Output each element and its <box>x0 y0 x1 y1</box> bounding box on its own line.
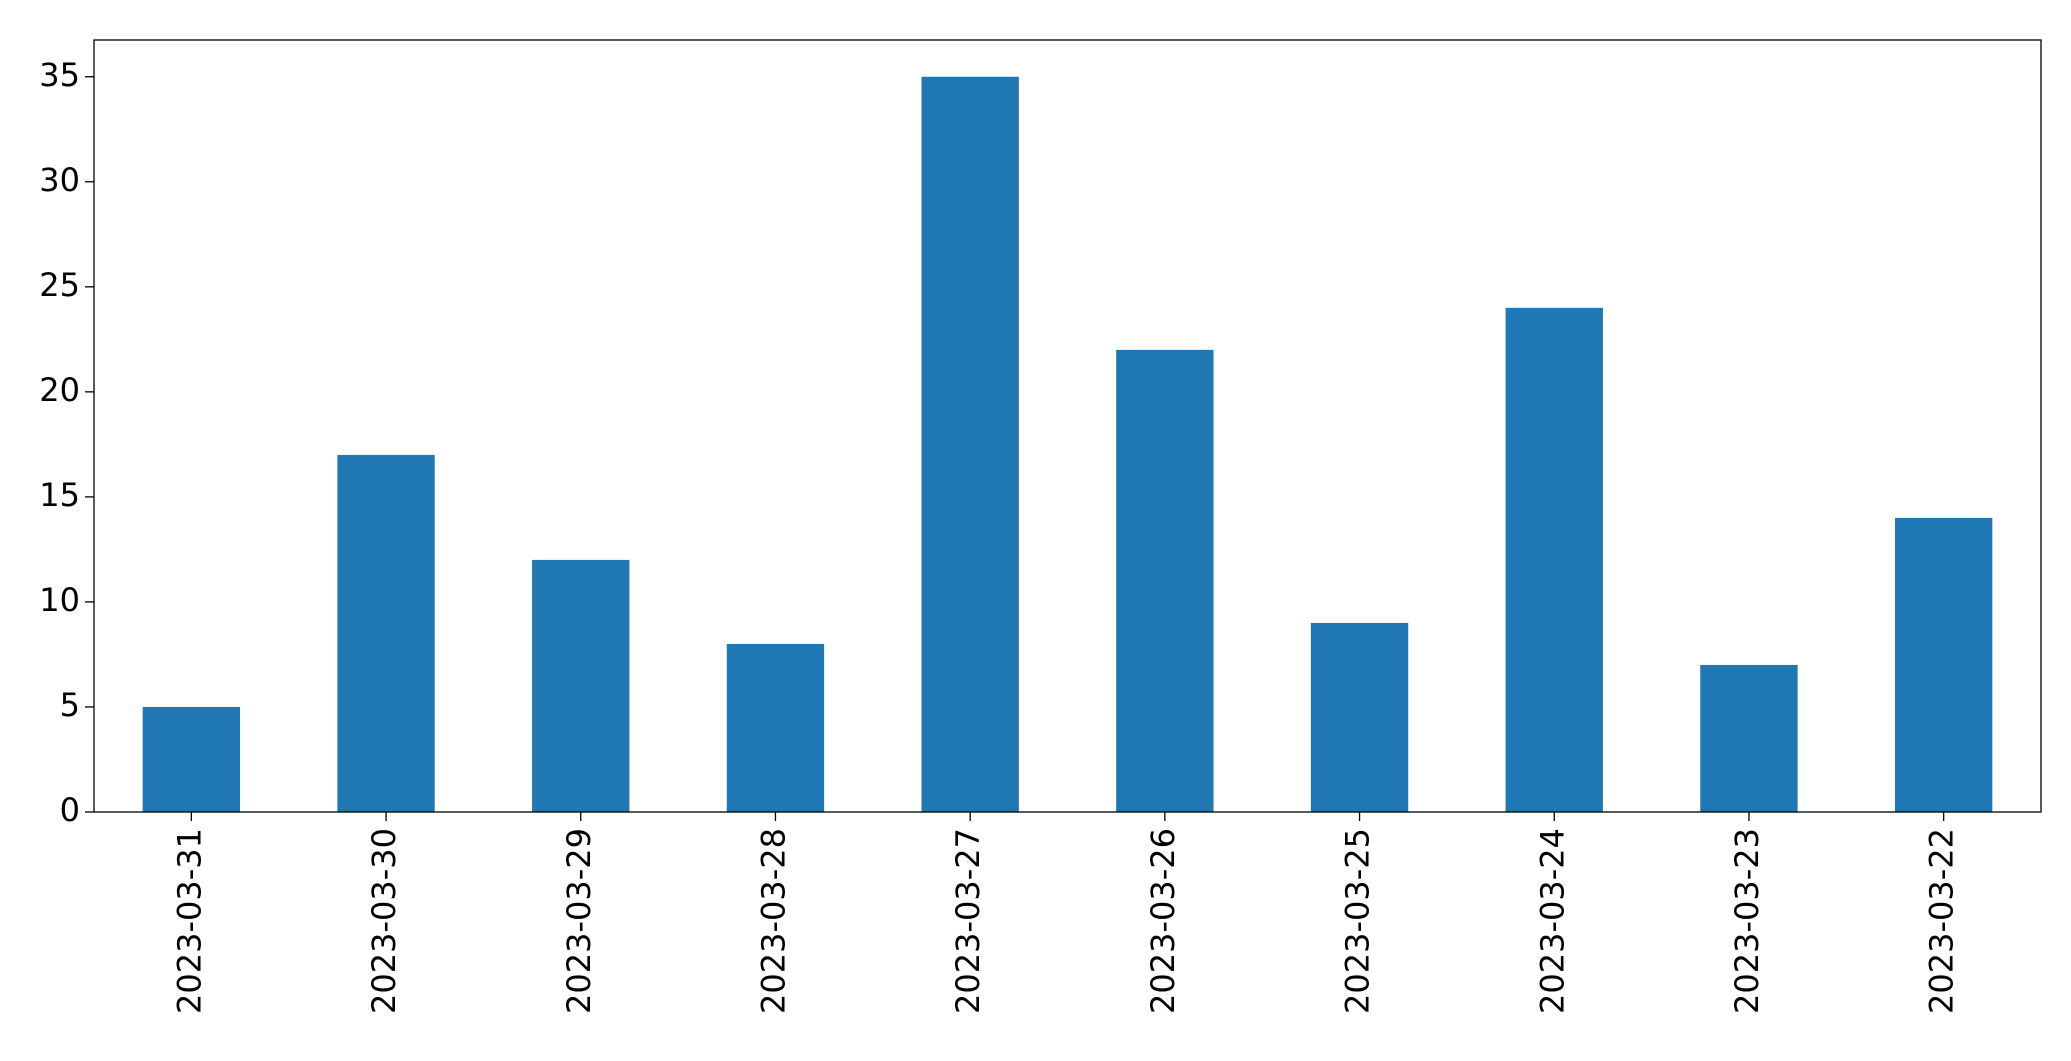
y-tick-label: 30 <box>39 161 80 199</box>
bar <box>1700 664 1798 812</box>
x-tick-label: 2023-03-26 <box>1144 828 1182 1014</box>
x-tick-label: 2023-03-27 <box>949 828 987 1014</box>
y-tick-label: 0 <box>60 791 80 829</box>
bar <box>1310 622 1409 812</box>
bar <box>337 454 435 812</box>
y-tick-label: 10 <box>39 581 80 619</box>
y-tick-label: 15 <box>39 476 80 514</box>
x-tick-label: 2023-03-30 <box>365 828 403 1014</box>
y-tick-label: 35 <box>39 56 80 94</box>
y-tick-label: 25 <box>39 266 80 304</box>
y-tick-label: 5 <box>60 686 80 724</box>
x-tick-label: 2023-03-25 <box>1339 828 1377 1014</box>
bar <box>142 706 241 812</box>
y-tick-label: 20 <box>39 371 80 409</box>
bar <box>1894 517 1993 812</box>
bar <box>726 643 825 812</box>
x-tick-label: 2023-03-31 <box>170 828 208 1014</box>
bar <box>1505 307 1603 812</box>
bar <box>532 559 630 812</box>
x-tick-label: 2023-03-29 <box>560 828 598 1014</box>
plot-frame <box>93 39 2042 813</box>
bar <box>1116 349 1214 812</box>
bar <box>921 76 1019 812</box>
x-tick-label: 2023-03-24 <box>1533 828 1571 1014</box>
x-tick-label: 2023-03-23 <box>1728 828 1766 1014</box>
x-tick-label: 2023-03-22 <box>1923 828 1961 1014</box>
x-tick-label: 2023-03-28 <box>754 828 792 1014</box>
